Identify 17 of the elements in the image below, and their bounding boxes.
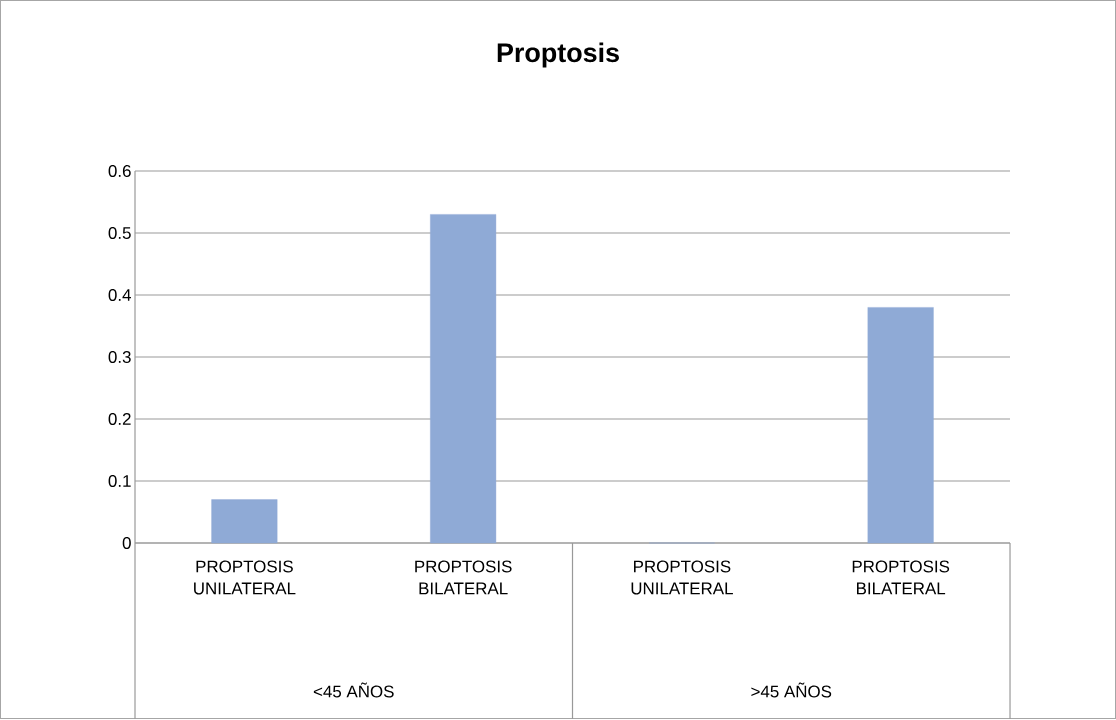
chart-title: Proptosis	[497, 42, 619, 68]
x-tick-label: PROPTOSIS UNILATERAL	[194, 560, 296, 595]
y-tick-label: 0.2	[108, 413, 131, 426]
bar	[867, 307, 934, 544]
y-tick-label: 0.4	[108, 289, 131, 302]
bar	[430, 214, 497, 544]
y-tick-label: 0.3	[108, 351, 131, 364]
y-tick-label: 0.6	[108, 165, 131, 178]
y-tick-label: 0.5	[108, 227, 131, 240]
x-tick-label: PROPTOSIS BILATERAL	[852, 560, 950, 595]
text: >45 AÑOS	[751, 682, 832, 698]
x-tick-label: PROPTOSIS BILATERAL	[415, 560, 512, 595]
y-tick-label: 0.1	[108, 475, 131, 488]
bar	[211, 499, 278, 544]
text: <45 AÑOS	[313, 682, 394, 698]
y-tick-label: 0	[122, 537, 131, 550]
x-tick-label: PROPTOSIS UNILATERAL	[631, 560, 733, 595]
